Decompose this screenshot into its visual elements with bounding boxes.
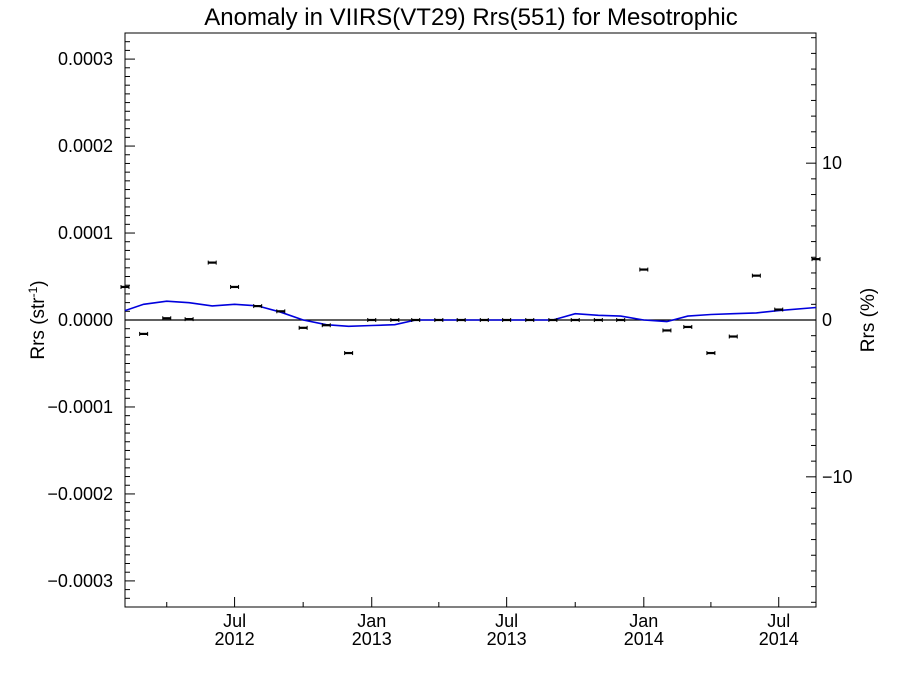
data-point: [706, 351, 716, 356]
y-left-tick-label: −0.0002: [47, 484, 113, 504]
y-axis-label-left-main: Rrs (str: [28, 297, 49, 360]
y-left-tick-label: 0.0002: [58, 136, 113, 156]
data-point: [525, 318, 535, 322]
data-point: [434, 318, 444, 322]
y-axis-label-right: Rrs (%): [858, 288, 879, 352]
data-point: [751, 273, 761, 278]
y-left-tick-label: 0.0000: [58, 310, 113, 330]
data-point: [570, 318, 580, 322]
y-right-tick-label: 10: [822, 153, 842, 173]
y-left-tick-label: −0.0001: [47, 397, 113, 417]
data-point: [639, 267, 649, 272]
data-point: [456, 318, 466, 322]
data-point: [184, 317, 194, 322]
data-point: [479, 318, 489, 322]
x-tick-label-year: 2014: [624, 629, 664, 649]
data-point: [139, 331, 149, 336]
x-tick-label-month: Jan: [357, 611, 386, 631]
y-left-tick-label: 0.0003: [58, 49, 113, 69]
data-point: [548, 318, 558, 322]
data-point: [411, 318, 421, 322]
data-point: [593, 318, 603, 322]
data-point: [774, 307, 784, 312]
x-tick-label-month: Jul: [223, 611, 246, 631]
data-point: [276, 309, 286, 314]
data-point: [616, 318, 626, 322]
y-axis-label-left-close: ): [28, 280, 49, 286]
data-point: [344, 351, 354, 356]
y-right-axis: 10 0 −10: [806, 37, 853, 603]
y-right-tick-label: −10: [822, 467, 853, 487]
x-tick-label-year: 2013: [352, 629, 392, 649]
data-point: [230, 284, 240, 289]
y-axis-label-left-sup: -1: [26, 286, 40, 297]
data-point: [162, 316, 172, 321]
series-percent-line: [124, 300, 817, 328]
x-tick-label-year: 2014: [759, 629, 799, 649]
y-axis-label-left: Rrs (str-1): [26, 280, 49, 359]
data-point: [207, 260, 217, 265]
data-point: [728, 334, 738, 339]
data-point: [321, 323, 331, 328]
data-point: [298, 325, 308, 330]
x-tick-label-month: Jan: [629, 611, 658, 631]
data-point: [683, 324, 693, 329]
data-point: [662, 328, 672, 333]
x-tick-label-month: Jul: [495, 611, 518, 631]
data-point: [811, 257, 821, 262]
x-tick-label-year: 2012: [215, 629, 255, 649]
chart-title: Anomaly in VIIRS(VT29) Rrs(551) for Meso…: [204, 4, 738, 31]
data-point: [253, 304, 263, 309]
y-left-tick-label: −0.0003: [47, 571, 113, 591]
y-left-tick-label: 0.0001: [58, 223, 113, 243]
data-point: [367, 318, 377, 322]
data-point: [390, 318, 400, 322]
data-point: [120, 284, 130, 289]
x-tick-label-month: Jul: [767, 611, 790, 631]
y-left-axis: 0.0003 0.0002 0.0001 0.0000 −0.0001 −0.0002 −0…: [47, 32, 135, 608]
series-points-group: [120, 257, 821, 356]
x-tick-label-year: 2013: [487, 629, 527, 649]
y-right-tick-label: 0: [822, 310, 832, 330]
data-point: [502, 318, 512, 322]
series-line-group: [124, 300, 817, 328]
